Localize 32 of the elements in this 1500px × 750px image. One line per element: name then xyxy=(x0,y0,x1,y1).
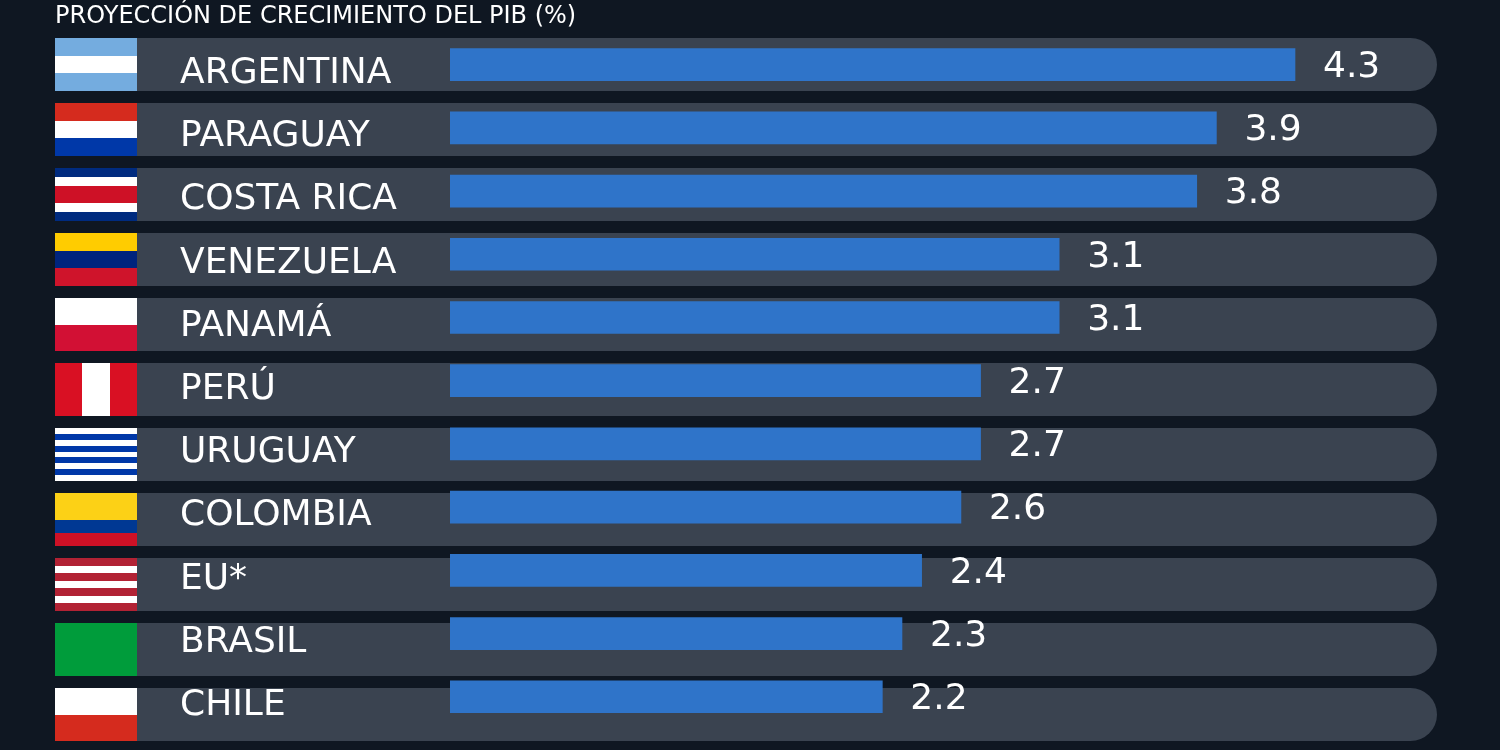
y-tick-label: PANAMÁ xyxy=(180,302,332,344)
y-tick-label: CHILE xyxy=(180,682,286,724)
y-tick-label: ARGENTINA xyxy=(180,49,392,91)
data-label: 2.4 xyxy=(949,549,1007,591)
y-tick-label: URUGUAY xyxy=(180,429,357,471)
data-label: 2.3 xyxy=(929,612,988,654)
y-tick-label: BRASIL xyxy=(180,618,307,660)
bar xyxy=(450,617,903,650)
y-tick-label: COLOMBIA xyxy=(180,492,372,534)
data-label: 2.6 xyxy=(988,486,1047,528)
y-tick-label: COSTA RICA xyxy=(180,176,398,218)
data-label: 3.1 xyxy=(1087,296,1145,338)
data-label: 3.8 xyxy=(1224,170,1283,212)
bar xyxy=(450,48,1296,81)
y-tick-label: EU* xyxy=(180,555,248,597)
data-label: 2.7 xyxy=(1008,423,1066,465)
data-label: 3.9 xyxy=(1244,107,1302,149)
y-tick-label: PERÚ xyxy=(180,366,276,408)
data-label: 2.7 xyxy=(1008,360,1066,402)
bar xyxy=(450,301,1060,334)
bar xyxy=(450,364,981,398)
bar xyxy=(450,427,981,461)
bar xyxy=(450,174,1198,208)
y-tick-label: VENEZUELA xyxy=(180,239,397,281)
bar xyxy=(450,237,1060,271)
y-tick-label: PARAGUAY xyxy=(180,113,371,155)
chart-title: PROYECCIÓN DE CRECIMIENTO DEL PIB (%) xyxy=(55,0,577,30)
bar xyxy=(450,111,1217,145)
data-label: 2.2 xyxy=(910,676,968,718)
data-label: 4.3 xyxy=(1323,43,1381,85)
data-label: 3.1 xyxy=(1087,233,1145,275)
bar xyxy=(450,554,922,587)
